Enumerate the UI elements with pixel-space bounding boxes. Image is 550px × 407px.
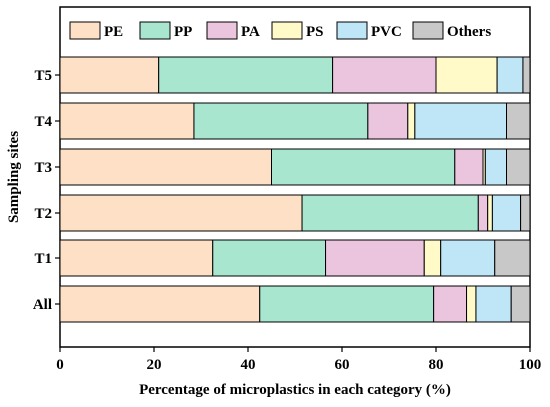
bar-t1-pe	[59, 239, 214, 277]
legend-label-pp: PP	[174, 24, 192, 40]
bar-t3-pvc	[484, 148, 508, 186]
legend-swatch-ps	[271, 21, 303, 40]
legend-label-ps: PS	[306, 24, 324, 40]
bar-t4-pvc	[414, 102, 508, 140]
x-tick-label-40: 40	[241, 357, 256, 373]
bar-t4-pp	[193, 102, 369, 140]
bar-t3-pa	[454, 148, 484, 186]
x-tick-label-80: 80	[429, 357, 444, 373]
bar-t5-pa	[332, 56, 437, 94]
y-tick-label-t5: T5	[34, 68, 52, 84]
y-axis-title: Sampling sites	[6, 131, 22, 223]
bar-t5-others	[522, 56, 531, 94]
y-tick-label-t4: T4	[34, 114, 52, 130]
bar-t3-pp	[271, 148, 456, 186]
legend-swatch-pe	[69, 21, 101, 40]
bar-t4-pe	[59, 102, 195, 140]
bar-all-pvc	[475, 285, 512, 323]
x-tick-label-60: 60	[335, 357, 350, 373]
bar-t1-ps	[423, 239, 442, 277]
bar-t1-others	[494, 239, 531, 277]
y-tick-label-t1: T1	[34, 251, 52, 267]
y-tick-label-t2: T2	[34, 206, 52, 222]
y-tick-label-t3: T3	[34, 160, 52, 176]
bar-t3-others	[506, 148, 531, 186]
bar-t4-pa	[367, 102, 409, 140]
bar-t4-ps	[407, 102, 416, 140]
bar-t1-pvc	[440, 239, 496, 277]
bar-t5-pe	[59, 56, 160, 94]
legend-swatch-others	[412, 21, 444, 40]
bar-t2-ps	[487, 194, 493, 232]
bar-t5-ps	[435, 56, 498, 94]
bar-t1-pa	[325, 239, 425, 277]
legend-swatch-pa	[206, 21, 238, 40]
bar-t3-pe	[59, 148, 272, 186]
y-tick-label-all: All	[33, 297, 52, 313]
bar-t5-pp	[158, 56, 334, 94]
legend-label-pvc: PVC	[371, 24, 402, 40]
bar-t4-others	[506, 102, 531, 140]
bar-all-ps	[466, 285, 477, 323]
bar-all-pa	[433, 285, 468, 323]
bar-t2-pe	[59, 194, 303, 232]
bar-t2-pp	[301, 194, 479, 232]
bar-t2-pvc	[491, 194, 522, 232]
x-tick-label-0: 0	[56, 357, 64, 373]
bar-t2-others	[520, 194, 531, 232]
bar-t1-pp	[212, 239, 327, 277]
bar-all-pp	[259, 285, 435, 323]
bar-all-pe	[59, 285, 261, 323]
bar-all-others	[510, 285, 531, 323]
bar-t5-pvc	[496, 56, 524, 94]
legend-label-pa: PA	[241, 24, 260, 40]
legend-label-pe: PE	[104, 24, 123, 40]
x-tick-label-100: 100	[519, 357, 542, 373]
x-axis-title: Percentage of microplastics in each cate…	[139, 382, 451, 398]
legend-swatch-pp	[139, 21, 171, 40]
bar-t2-pa	[477, 194, 489, 232]
legend-label-others: Others	[447, 24, 491, 40]
x-tick-label-20: 20	[147, 357, 162, 373]
legend-swatch-pvc	[336, 21, 368, 40]
